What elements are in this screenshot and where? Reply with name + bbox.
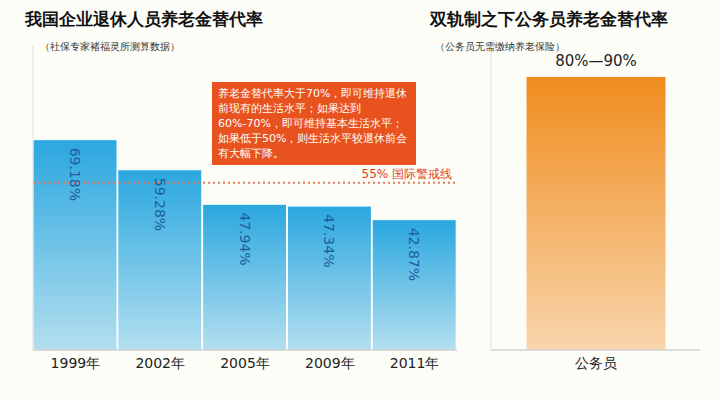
html-text:双轨制之下公务员养老金替代率: 双轨制之下公务员养老金替代率 (430, 9, 668, 29)
svg-text:80%—90%: 80%—90% (555, 52, 637, 70)
html-text:（公务员无需缴纳养老保险）: （公务员无需缴纳养老保险） (435, 41, 565, 52)
svg-text:47.94%: 47.94% (237, 212, 253, 265)
html-text:我国企业退休人员养老金替代率: 我国企业退休人员养老金替代率 (25, 9, 263, 29)
svg-text:69.18%: 69.18% (67, 148, 83, 201)
svg-text:1999年: 1999年 (51, 355, 101, 371)
svg-text:2011年: 2011年 (390, 355, 440, 371)
html-text:养老金替代率大于70%，即可维持退休前现有的生活水平；如果达: 养老金替代率大于70%，即可维持退休前现有的生活水平；如果达到60%-70%，即… (218, 87, 408, 160)
svg-text:2009年: 2009年 (305, 355, 355, 371)
svg-text:公务员: 公务员 (575, 355, 617, 371)
svg-text:59.28%: 59.28% (152, 178, 168, 231)
svg-text:42.87%: 42.87% (406, 228, 422, 281)
svg-text:2005年: 2005年 (220, 355, 270, 371)
svg-text:55% 国际警戒线: 55% 国际警戒线 (362, 167, 453, 181)
html-text:（社保专家褚福灵所测算数据）: （社保专家褚福灵所测算数据） (40, 41, 180, 52)
svg-text:47.34%: 47.34% (321, 214, 337, 267)
svg-text:2002年: 2002年 (135, 355, 185, 371)
